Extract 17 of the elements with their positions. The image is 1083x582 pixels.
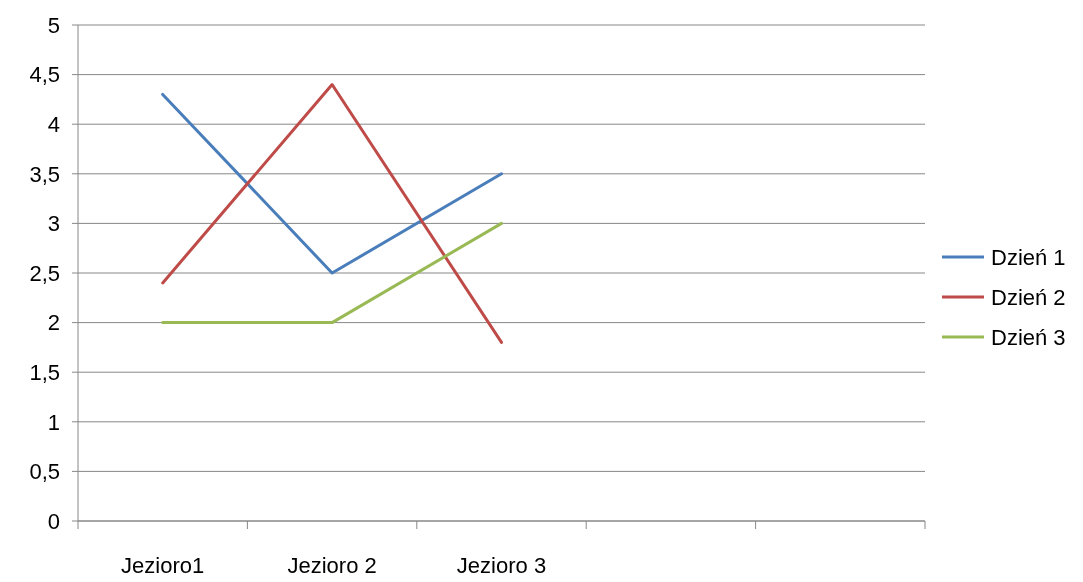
y-tick-label: 3,5 <box>29 161 60 187</box>
y-tick-label: 1 <box>47 409 60 435</box>
legend-label: Dzień 3 <box>991 324 1066 350</box>
y-tick-label: 5 <box>47 12 60 38</box>
y-tick-label: 4 <box>47 111 60 137</box>
y-tick-label: 0 <box>47 508 60 534</box>
legend-label: Dzień 2 <box>991 284 1066 310</box>
y-tick-label: 0,5 <box>29 459 60 485</box>
y-tick-label: 2 <box>47 310 60 336</box>
y-tick-label: 2,5 <box>29 260 60 286</box>
x-tick-label: Jezioro1 <box>121 553 205 578</box>
legend-label: Dzień 1 <box>991 244 1066 270</box>
x-tick-label: Jezioro 2 <box>287 553 377 578</box>
y-tick-label: 4,5 <box>29 62 60 88</box>
y-tick-label: 1,5 <box>29 359 60 385</box>
x-tick-label: Jezioro 3 <box>456 553 547 578</box>
y-tick-label: 3 <box>47 211 60 237</box>
